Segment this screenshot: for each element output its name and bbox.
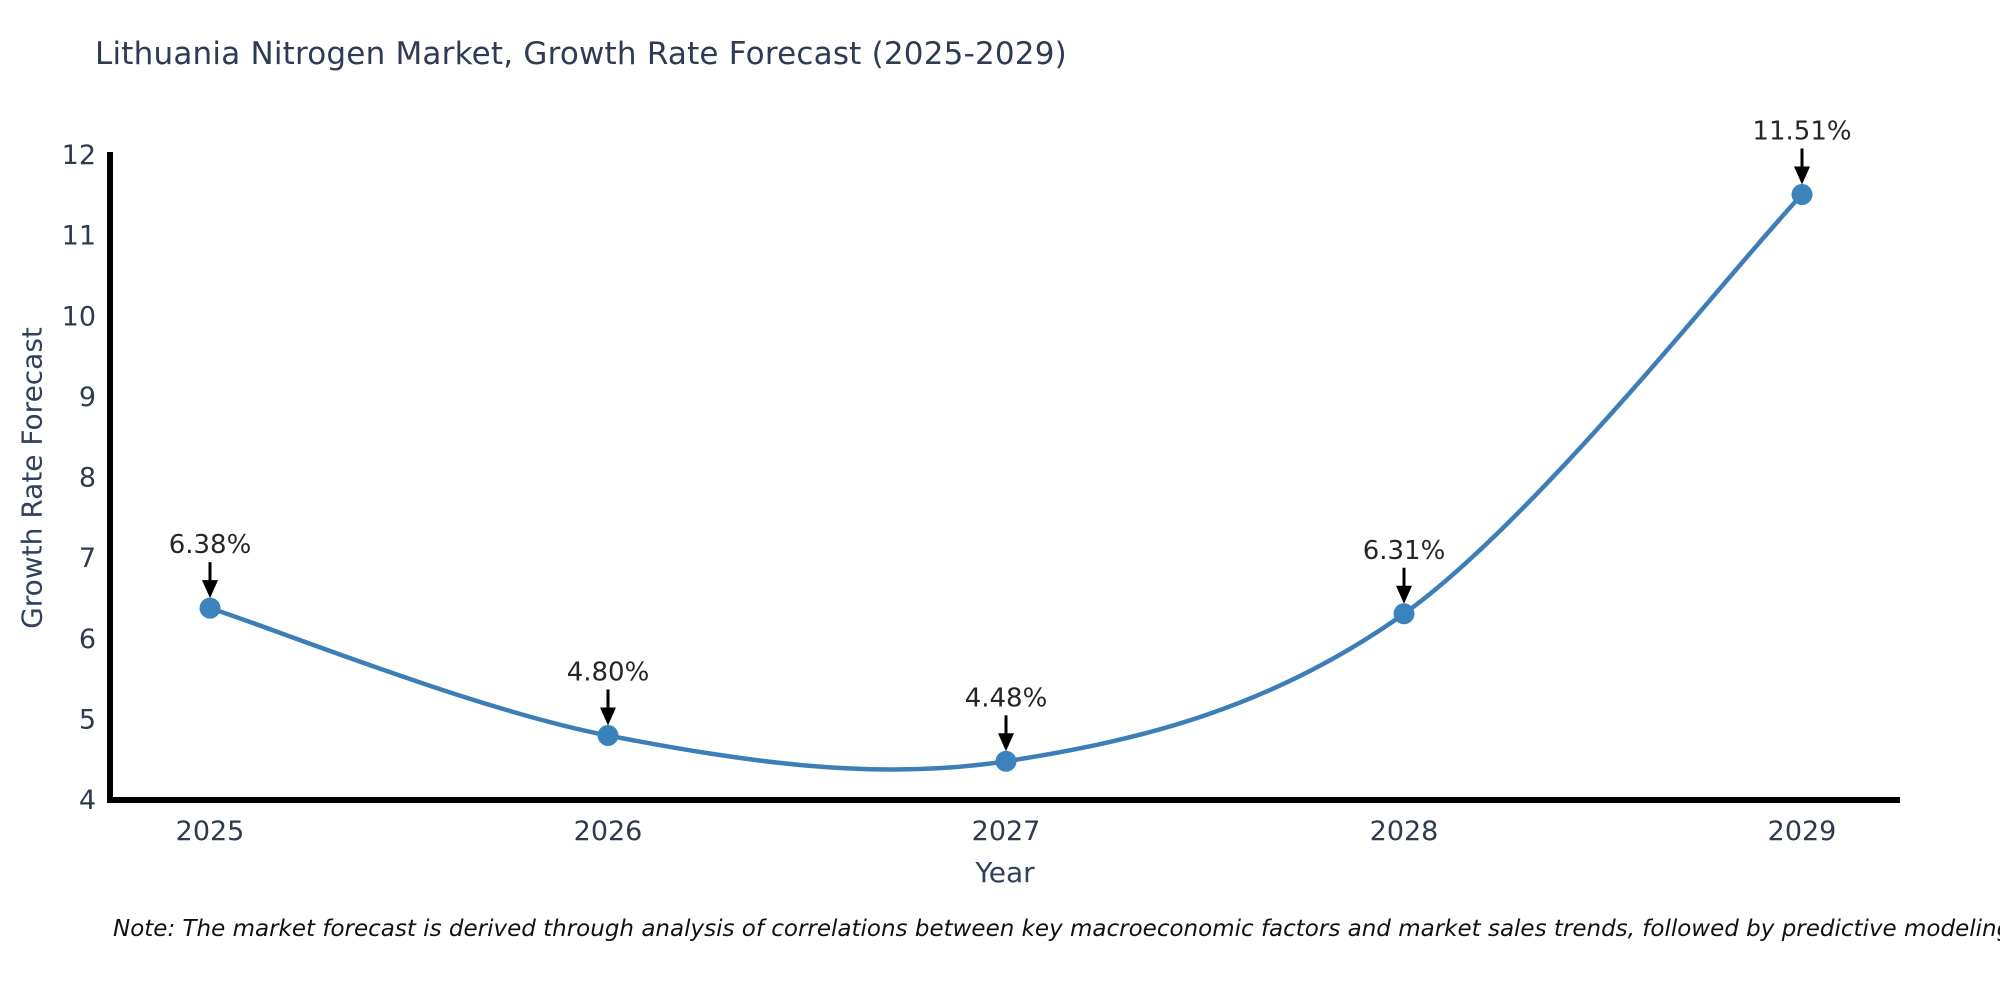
data-point-label: 6.31%	[1363, 536, 1446, 566]
x-tick-label: 2028	[1370, 816, 1439, 847]
y-tick-label: 11	[62, 221, 96, 252]
y-tick-label: 4	[79, 785, 96, 816]
data-point-marker	[995, 750, 1017, 772]
y-tick-label: 5	[79, 704, 96, 735]
footnote: Note: The market forecast is derived thr…	[113, 916, 2000, 942]
data-point-label: 4.48%	[965, 683, 1048, 713]
data-point-marker	[199, 597, 221, 619]
data-point-label: 4.80%	[567, 658, 650, 688]
x-tick-label: 2027	[972, 816, 1041, 847]
annotation-arrowhead	[600, 707, 616, 726]
y-tick-label: 8	[79, 463, 96, 494]
annotation-arrowhead	[1396, 585, 1412, 604]
data-point-marker	[1791, 184, 1813, 206]
series-line	[207, 192, 1805, 772]
x-tick-label: 2026	[574, 816, 643, 847]
data-point-label: 6.38%	[169, 530, 252, 560]
x-tick-label: 2029	[1768, 816, 1837, 847]
annotation-arrowhead	[1794, 166, 1810, 185]
data-point-label: 11.51%	[1752, 117, 1851, 147]
chart-title: Lithuania Nitrogen Market, Growth Rate F…	[95, 36, 1067, 72]
y-tick-label: 6	[79, 624, 96, 655]
x-tick-label: 2025	[176, 816, 245, 847]
annotation-arrowhead	[202, 580, 218, 599]
y-tick-label: 9	[79, 382, 96, 413]
data-point-marker	[597, 725, 619, 746]
data-point-marker	[1393, 603, 1415, 625]
annotation-arrowhead	[998, 733, 1014, 752]
y-tick-label: 12	[62, 140, 96, 171]
y-tick-label: 7	[79, 543, 96, 574]
y-tick-label: 10	[62, 301, 96, 332]
x-axis-label: Year	[975, 856, 1035, 889]
